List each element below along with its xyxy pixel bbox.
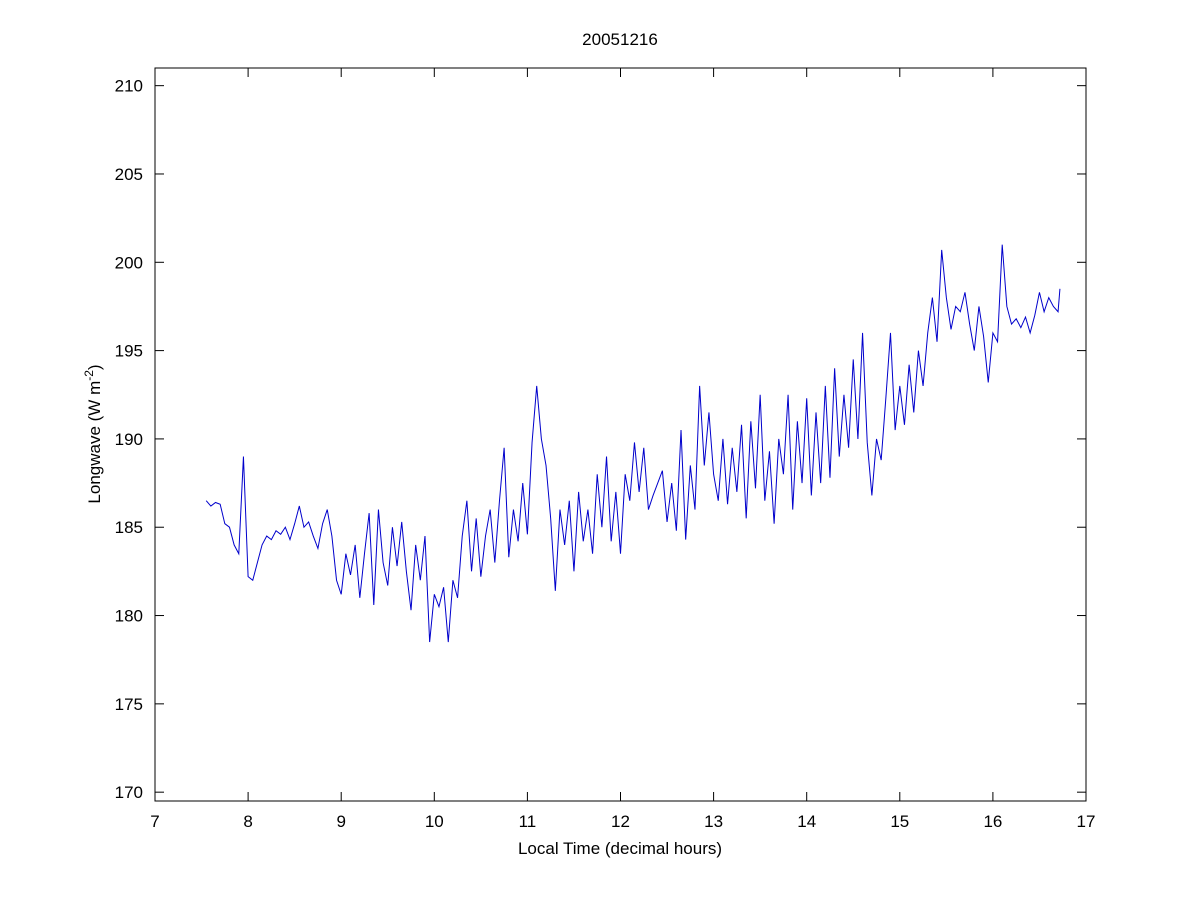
y-tick-label: 195	[115, 342, 143, 361]
y-label-main: Longwave (W m	[85, 381, 104, 504]
y-axis-label: Longwave (W m-2)	[82, 364, 104, 503]
chart-title: 20051216	[582, 30, 658, 49]
x-tick-label: 11	[519, 812, 537, 831]
y-tick-label: 200	[115, 253, 143, 272]
data-line	[205, 244, 1061, 643]
x-tick-label: 13	[704, 812, 723, 831]
plot-frame	[154, 67, 1087, 802]
y-label-sup: -2	[82, 370, 96, 381]
y-tick-label: 180	[115, 607, 143, 626]
x-tick-label: 8	[243, 812, 252, 831]
y-tick-label: 205	[115, 165, 143, 184]
x-tick-label: 16	[983, 812, 1002, 831]
y-tick-label: 190	[115, 430, 143, 449]
x-tick-label: 14	[797, 812, 816, 831]
y-tick-label: 210	[115, 77, 143, 96]
x-tick-label: 17	[1077, 812, 1096, 831]
y-tick-label: 175	[115, 695, 143, 714]
y-tick-label: 170	[115, 783, 143, 802]
x-tick-label: 7	[150, 812, 159, 831]
x-axis-label: Local Time (decimal hours)	[518, 839, 722, 858]
y-tick-label: 185	[115, 518, 143, 537]
y-label-end: )	[85, 364, 104, 370]
x-tick-label: 10	[425, 812, 444, 831]
x-tick-label: 15	[890, 812, 909, 831]
x-tick-label: 9	[336, 812, 345, 831]
x-tick-label: 12	[611, 812, 630, 831]
